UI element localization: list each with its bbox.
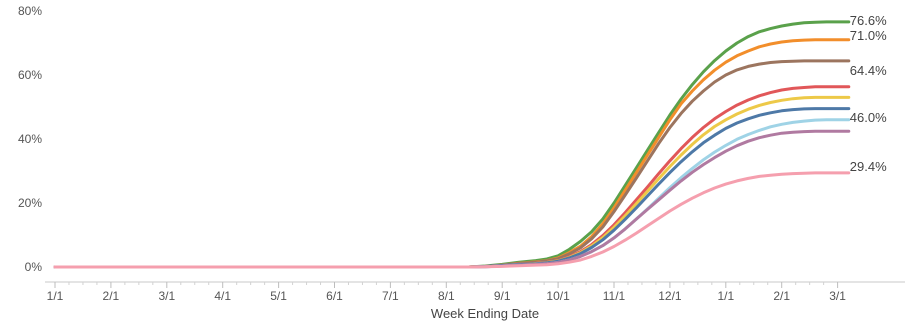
x-tick-label: 3/1: [829, 289, 846, 303]
x-axis-title: Week Ending Date: [431, 306, 539, 321]
series-lines: [53, 20, 851, 269]
x-tick-label: 1/1: [47, 289, 64, 303]
x-tick-label: 8/1: [438, 289, 455, 303]
x-tick-label: 1/1: [717, 289, 734, 303]
x-tick-label: 9/1: [494, 289, 511, 303]
x-tick-label: 3/1: [158, 289, 175, 303]
y-tick-label: 0%: [25, 260, 43, 274]
y-tick-label: 80%: [18, 4, 42, 18]
series-line-8: [53, 129, 851, 269]
end-value-label: 64.4%: [850, 63, 887, 78]
end-value-label: 76.6%: [850, 13, 887, 28]
y-axis: 0% 20% 40% 60% 80%: [18, 4, 42, 274]
x-tick-label: 11/1: [603, 289, 626, 303]
y-tick-label: 60%: [18, 68, 42, 82]
x-tick-label: 2/1: [103, 289, 120, 303]
x-tick-label: 12/1: [658, 289, 682, 303]
x-tick-label: 7/1: [382, 289, 399, 303]
series-line-7: [53, 118, 851, 269]
x-tick-label: 10/1: [546, 289, 570, 303]
series-line-3: [53, 59, 851, 269]
series-line-9: [53, 171, 851, 269]
x-tick-label: 5/1: [270, 289, 287, 303]
y-tick-label: 40%: [18, 132, 42, 146]
end-value-label: 46.0%: [850, 110, 887, 125]
x-tick-label: 6/1: [326, 289, 343, 303]
series-line-4: [53, 85, 851, 269]
x-tick-label: 2/1: [773, 289, 790, 303]
series-line-6: [53, 107, 851, 269]
x-tick-label: 4/1: [214, 289, 231, 303]
y-tick-label: 20%: [18, 196, 42, 210]
x-axis: 1/1 2/1 3/1 4/1 5/1 6/1 7/1 8/1 9/1 10/1 11/1 12/1 1…: [45, 281, 905, 303]
end-value-label: 71.0%: [850, 28, 887, 43]
end-value-label: 29.4%: [850, 159, 887, 174]
end-labels: 76.6%71.0% 64.4% 46.0% 29.4%: [850, 13, 887, 174]
